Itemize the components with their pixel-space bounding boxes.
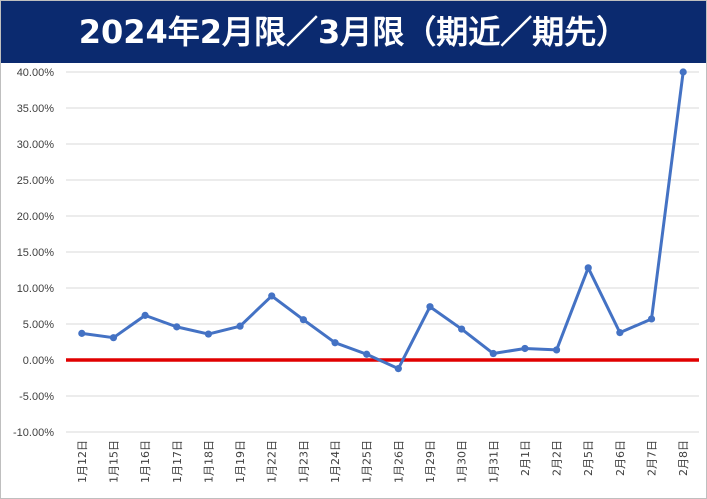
data-point [394,365,402,373]
data-point [173,323,181,331]
data-point [521,344,529,353]
x-tick-label: 2月2日 [551,440,564,476]
x-tick-label: 1月30日 [456,440,469,483]
data-point [616,329,624,337]
x-tick-label: 1月17日 [171,440,184,483]
chart-title: 2024年2月限／3月限（期近／期先） [78,13,629,51]
x-tick-label: 2月6日 [614,440,627,476]
y-tick-label: 0.00% [23,355,54,367]
series-line [80,70,685,371]
x-tick-label: 1月18日 [202,440,215,483]
x-tick-label: 1月31日 [487,440,500,483]
data-point [109,334,118,342]
y-tick-label: -5.00% [19,391,54,403]
y-tick-label: 40.00% [17,67,55,79]
x-tick-label: 2月1日 [519,440,532,476]
x-tick-label: 1月15日 [107,440,120,483]
x-tick-label: 2月5日 [582,440,595,476]
data-point [268,292,276,300]
data-point [78,329,86,337]
y-tick-label: 15.00% [17,247,55,259]
x-tick-label: 1月22日 [266,440,279,483]
data-point [679,68,687,76]
data-point [299,316,307,324]
series-points [78,68,687,373]
data-point [204,330,213,338]
data-point [489,349,497,358]
x-tick-label: 1月26日 [392,440,405,483]
y-tick-label: 30.00% [17,139,55,151]
x-tick-label: 1月23日 [297,440,310,483]
x-tick-label: 1月16日 [139,440,152,483]
x-tick-label: 1月19日 [234,440,247,483]
y-tick-label: 10.00% [17,283,55,295]
y-tick-label: 25.00% [17,175,55,187]
x-axis-ticks: 1月12日 1月15日 1月16日 1月17日 1月18日 1月19日 1月22日 1月23日… [76,440,690,483]
gridlines [66,71,699,433]
data-point [141,311,149,319]
y-tick-label: 20.00% [17,211,55,223]
y-tick-label: -10.00% [13,427,54,439]
data-point [236,322,244,330]
x-tick-label: 1月12日 [76,440,89,483]
title-bar: 2024年2月限／3月限（期近／期先） [1,1,706,63]
x-tick-label: 2月7日 [646,440,659,476]
data-point [647,315,656,323]
y-tick-label: 5.00% [23,319,54,331]
data-point [458,325,466,333]
y-tick-label: 35.00% [17,103,55,115]
y-axis-ticks: -10.00% -5.00% 0.00% 5.00% 10.00% 15.00% 20.00… [13,67,54,439]
data-point [363,350,371,358]
data-point [552,346,561,354]
x-tick-label: 2月8日 [677,440,690,476]
data-point [426,303,434,311]
data-point [584,264,592,272]
series-polyline [80,70,685,371]
x-tick-label: 1月24日 [329,440,342,483]
x-tick-label: 1月29日 [424,440,437,483]
data-point [331,339,339,347]
x-tick-label: 1月25日 [361,440,374,483]
